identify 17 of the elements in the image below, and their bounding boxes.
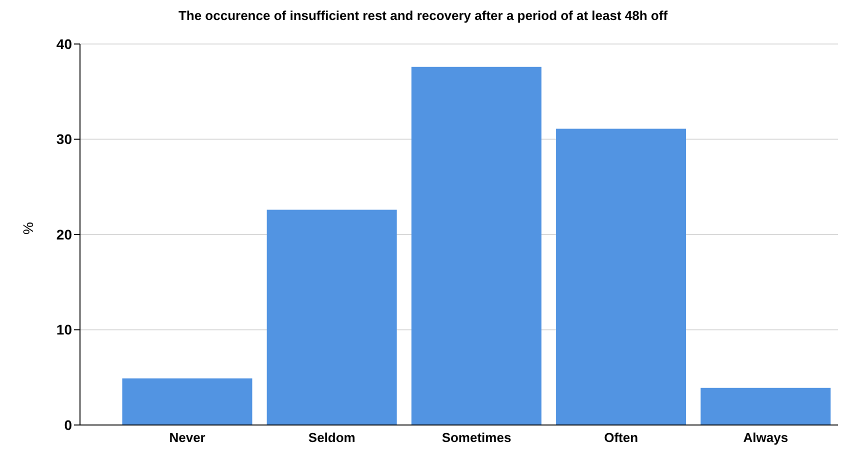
x-tick-label: Seldom (308, 430, 356, 446)
x-tick-label: Often (604, 430, 638, 446)
y-tick-label: 0 (64, 416, 72, 433)
bar (266, 210, 397, 425)
y-axis-title: % (20, 222, 36, 234)
chart-title: The occurence of insufficient rest and recovery after a period of at least 48h off (177, 8, 669, 25)
bar (556, 128, 686, 425)
x-tick-label: Never (169, 430, 206, 446)
y-tick-label: 30 (56, 131, 72, 148)
x-tick-label: Sometimes (442, 430, 512, 446)
y-tick-label: 20 (56, 226, 72, 242)
y-tick-label: 40 (56, 36, 72, 52)
y-tick-label: 10 (56, 322, 72, 338)
bar (411, 66, 542, 425)
x-tick-label: Always (743, 430, 788, 446)
bar (700, 388, 831, 425)
bar (122, 378, 252, 425)
